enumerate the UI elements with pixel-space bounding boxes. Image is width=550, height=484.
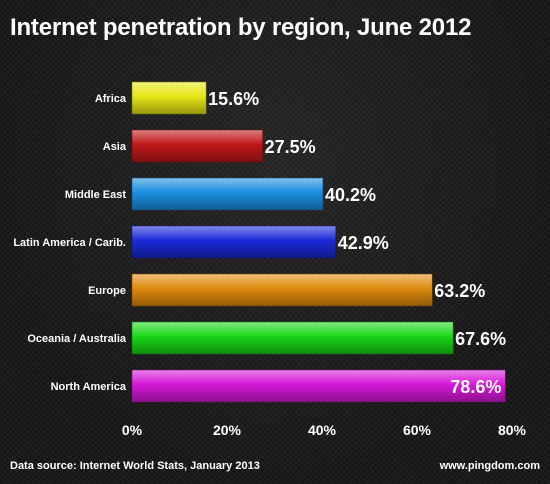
category-label-middle-east: Middle East (65, 189, 126, 201)
x-tick-label-0: 0% (122, 422, 143, 438)
x-tick-label-20: 20% (213, 422, 242, 438)
category-label-latin-america-carib: Latin America / Carib. (13, 237, 126, 249)
chart-title: Internet penetration by region, June 201… (10, 14, 472, 41)
bar-latin-america-carib (131, 225, 337, 259)
bar-north-america (131, 369, 506, 403)
value-label-latin-america-carib: 42.9% (338, 233, 389, 253)
data-source-note: Data source: Internet World Stats, Janua… (10, 460, 260, 472)
category-label-europe: Europe (88, 285, 126, 297)
x-tick-label-60: 60% (403, 422, 432, 438)
x-tick-label-40: 40% (308, 422, 337, 438)
value-label-asia: 27.5% (265, 137, 316, 157)
bar-asia (131, 129, 263, 163)
category-label-asia: Asia (103, 141, 127, 153)
category-label-africa: Africa (95, 93, 127, 105)
bar-middle-east (131, 177, 324, 211)
x-tick-label-80: 80% (498, 422, 527, 438)
value-label-north-america: 78.6% (450, 377, 501, 397)
value-label-europe: 63.2% (434, 281, 485, 301)
bar-oceania-australia (131, 321, 454, 355)
bar-europe (131, 273, 433, 307)
value-label-africa: 15.6% (208, 89, 259, 109)
value-label-middle-east: 40.2% (325, 185, 376, 205)
category-label-north-america: North America (51, 381, 127, 393)
bar-africa (131, 81, 207, 115)
site-credit: www.pingdom.com (439, 460, 540, 472)
value-label-oceania-australia: 67.6% (455, 329, 506, 349)
category-label-oceania-australia: Oceania / Australia (27, 333, 127, 345)
